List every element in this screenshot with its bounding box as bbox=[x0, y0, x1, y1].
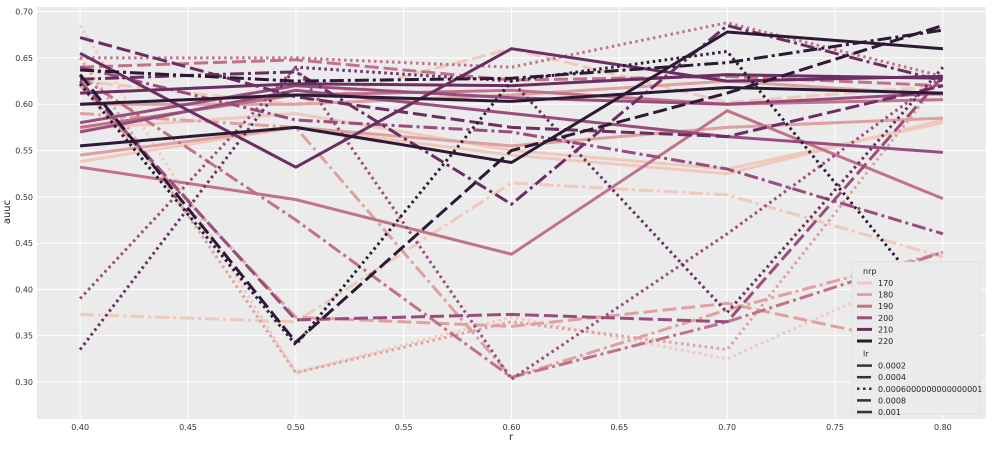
x-tick-label: 0.40 bbox=[71, 423, 89, 432]
series-line bbox=[78, 49, 945, 347]
series-line bbox=[79, 65, 944, 381]
legend-entry: 180 bbox=[878, 291, 893, 300]
series-line bbox=[78, 24, 944, 375]
legend-entry: 0.0008 bbox=[878, 396, 906, 405]
y-tick-label: 0.50 bbox=[15, 193, 33, 202]
legend-entry: 200 bbox=[878, 314, 893, 323]
y-axis-ticks: 0.30 0.35 0.40 0.45 0.50 0.55 0.60 0.65 0.70 bbox=[15, 8, 33, 387]
y-tick-label: 0.60 bbox=[15, 100, 33, 109]
series-line bbox=[80, 58, 943, 88]
x-axis-label: r bbox=[509, 432, 514, 443]
series-line bbox=[78, 75, 945, 324]
y-axis-label: auuc bbox=[2, 200, 13, 224]
y-tick-label: 0.55 bbox=[15, 147, 33, 156]
y-tick-label: 0.30 bbox=[15, 378, 33, 387]
series-line bbox=[79, 30, 944, 164]
series-line bbox=[80, 24, 944, 206]
series-line bbox=[79, 75, 944, 379]
x-tick-label: 0.70 bbox=[718, 423, 736, 432]
legend-entry: 0.0004 bbox=[878, 373, 906, 382]
series-line bbox=[79, 109, 944, 256]
x-tick-label: 0.50 bbox=[287, 423, 305, 432]
series-line bbox=[80, 181, 944, 324]
legend-entry: 210 bbox=[878, 325, 893, 334]
series-line bbox=[80, 28, 944, 83]
legend-entry: 0.001 bbox=[878, 408, 901, 417]
y-tick-label: 0.35 bbox=[15, 332, 33, 341]
series-line bbox=[79, 36, 944, 139]
series-line bbox=[79, 88, 943, 129]
y-tick-label: 0.65 bbox=[15, 54, 33, 63]
series-line bbox=[79, 118, 944, 176]
series-line bbox=[78, 24, 944, 344]
legend-entry: 170 bbox=[878, 279, 893, 288]
x-axis-ticks: 0.40 0.45 0.50 0.55 0.60 0.65 0.70 0.75 0.80 bbox=[71, 423, 952, 432]
y-tick-label: 0.70 bbox=[15, 8, 33, 17]
series-line bbox=[79, 88, 944, 154]
x-tick-label: 0.80 bbox=[934, 423, 952, 432]
series-line bbox=[79, 65, 944, 236]
legend-entry: 220 bbox=[878, 337, 893, 346]
x-tick-label: 0.65 bbox=[610, 423, 628, 432]
x-tick-label: 0.45 bbox=[179, 423, 197, 432]
series-line bbox=[79, 116, 943, 157]
series-line bbox=[80, 86, 943, 106]
legend-entry: 0.0006000000000000001 bbox=[878, 385, 982, 394]
series-line bbox=[80, 73, 943, 95]
series-line bbox=[80, 112, 944, 379]
series-lines bbox=[78, 21, 945, 381]
y-tick-label: 0.40 bbox=[15, 285, 33, 294]
series-line bbox=[78, 57, 945, 375]
legend-entry: 190 bbox=[878, 302, 893, 311]
x-tick-label: 0.55 bbox=[395, 423, 413, 432]
x-tick-label: 0.75 bbox=[826, 423, 844, 432]
series-line bbox=[79, 47, 943, 169]
legend-hue-title: nrp bbox=[863, 267, 876, 276]
y-tick-label: 0.45 bbox=[15, 239, 33, 248]
legend-entry: 0.0002 bbox=[878, 362, 906, 371]
legend-box bbox=[851, 261, 981, 415]
x-tick-label: 0.60 bbox=[503, 423, 521, 432]
legend-style-title: lr bbox=[863, 350, 869, 359]
